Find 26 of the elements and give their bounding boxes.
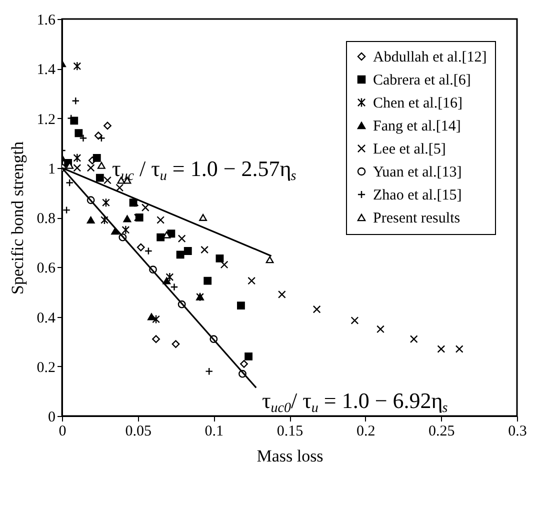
x-axis-title: Mass loss <box>256 446 324 466</box>
y-tick-label: 1.4 <box>36 62 56 78</box>
y-tick-label: 0.4 <box>36 310 56 326</box>
y-tick-label: 1.2 <box>36 112 56 128</box>
legend-label: Fang et al.[14] <box>373 118 461 134</box>
x-tick-label: 0.2 <box>356 424 376 440</box>
x-tick-label: 0.15 <box>276 424 304 440</box>
legend-label: Zhao et al.[15] <box>373 188 462 204</box>
legend-label: Yuan et al.[13] <box>373 164 462 180</box>
y-tick-label: 0.6 <box>36 260 56 277</box>
legend-label: Present results <box>373 210 460 226</box>
y-tick-label: 0.2 <box>36 360 56 376</box>
x-tick-label: 0.25 <box>428 424 455 440</box>
x-tick-label: 0.05 <box>125 424 152 440</box>
x-tick-label: 0.3 <box>508 424 527 440</box>
y-tick-label: 1.6 <box>36 12 56 28</box>
y-tick-label: 0.8 <box>36 211 56 227</box>
y-tick-label: 0 <box>48 410 56 426</box>
x-tick-label: 0 <box>58 424 66 440</box>
x-tick-label: 0.1 <box>204 424 224 440</box>
legend-label: Cabrera et al.[6] <box>373 72 471 88</box>
legend-label: Chen et al.[16] <box>373 96 463 112</box>
y-tick-label: 1 <box>48 161 56 178</box>
legend-label: Lee et al.[5] <box>373 142 446 158</box>
legend-label: Abdullah et al.[12] <box>373 50 487 66</box>
y-axis-title: Specific bond strength <box>8 141 27 294</box>
